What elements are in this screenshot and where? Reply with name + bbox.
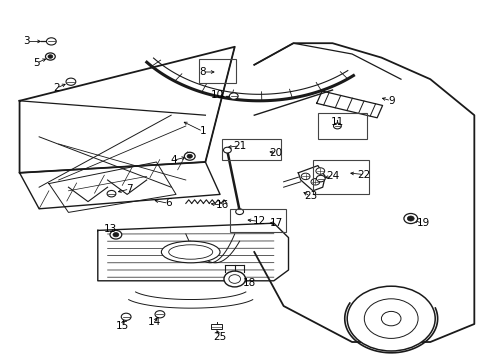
Text: 4: 4 [170, 155, 177, 165]
Circle shape [155, 311, 164, 318]
Text: 20: 20 [269, 148, 282, 158]
Text: 19: 19 [415, 218, 429, 228]
Circle shape [121, 313, 131, 320]
Circle shape [229, 93, 238, 99]
Text: 2: 2 [53, 83, 60, 93]
Text: 24: 24 [325, 171, 339, 181]
Text: 21: 21 [232, 141, 246, 151]
Text: 17: 17 [269, 218, 283, 228]
Circle shape [46, 38, 56, 45]
Text: 8: 8 [199, 67, 206, 77]
Bar [229, 209, 285, 232]
Text: 12: 12 [252, 216, 265, 226]
Circle shape [403, 213, 417, 224]
Text: 14: 14 [147, 317, 161, 327]
Circle shape [228, 275, 240, 283]
Circle shape [107, 190, 116, 197]
Bar [210, 324, 222, 329]
Text: 7: 7 [126, 184, 133, 194]
Bar [317, 113, 366, 139]
Circle shape [310, 179, 319, 185]
Text: 18: 18 [242, 278, 256, 288]
Text: 1: 1 [199, 126, 206, 136]
Circle shape [364, 299, 417, 338]
Text: 9: 9 [387, 96, 394, 106]
Bar [199, 59, 235, 83]
Text: 13: 13 [103, 224, 117, 234]
Polygon shape [298, 166, 325, 191]
Polygon shape [254, 43, 473, 342]
Text: 22: 22 [357, 170, 370, 180]
Circle shape [223, 147, 231, 153]
Ellipse shape [161, 241, 220, 263]
Text: 15: 15 [115, 321, 129, 331]
Circle shape [301, 173, 309, 180]
Circle shape [316, 175, 325, 182]
Text: 10: 10 [211, 90, 224, 100]
Circle shape [407, 216, 413, 221]
Text: 5: 5 [33, 58, 40, 68]
Text: 6: 6 [165, 198, 172, 208]
Circle shape [110, 230, 122, 239]
Circle shape [45, 53, 55, 60]
Circle shape [381, 311, 400, 326]
Text: 3: 3 [23, 36, 30, 46]
Circle shape [184, 152, 195, 160]
Polygon shape [98, 223, 288, 281]
Text: 16: 16 [215, 200, 229, 210]
Circle shape [66, 78, 76, 85]
Circle shape [48, 55, 53, 58]
Circle shape [113, 233, 119, 237]
Circle shape [346, 286, 434, 351]
Circle shape [235, 209, 243, 215]
Text: 25: 25 [213, 332, 226, 342]
Circle shape [315, 168, 324, 174]
Bar [222, 139, 281, 160]
Circle shape [224, 271, 245, 287]
Circle shape [186, 154, 192, 158]
Text: 11: 11 [330, 117, 344, 127]
Circle shape [333, 123, 341, 129]
Bar [312, 160, 368, 194]
Ellipse shape [168, 245, 212, 259]
Text: 23: 23 [303, 191, 317, 201]
